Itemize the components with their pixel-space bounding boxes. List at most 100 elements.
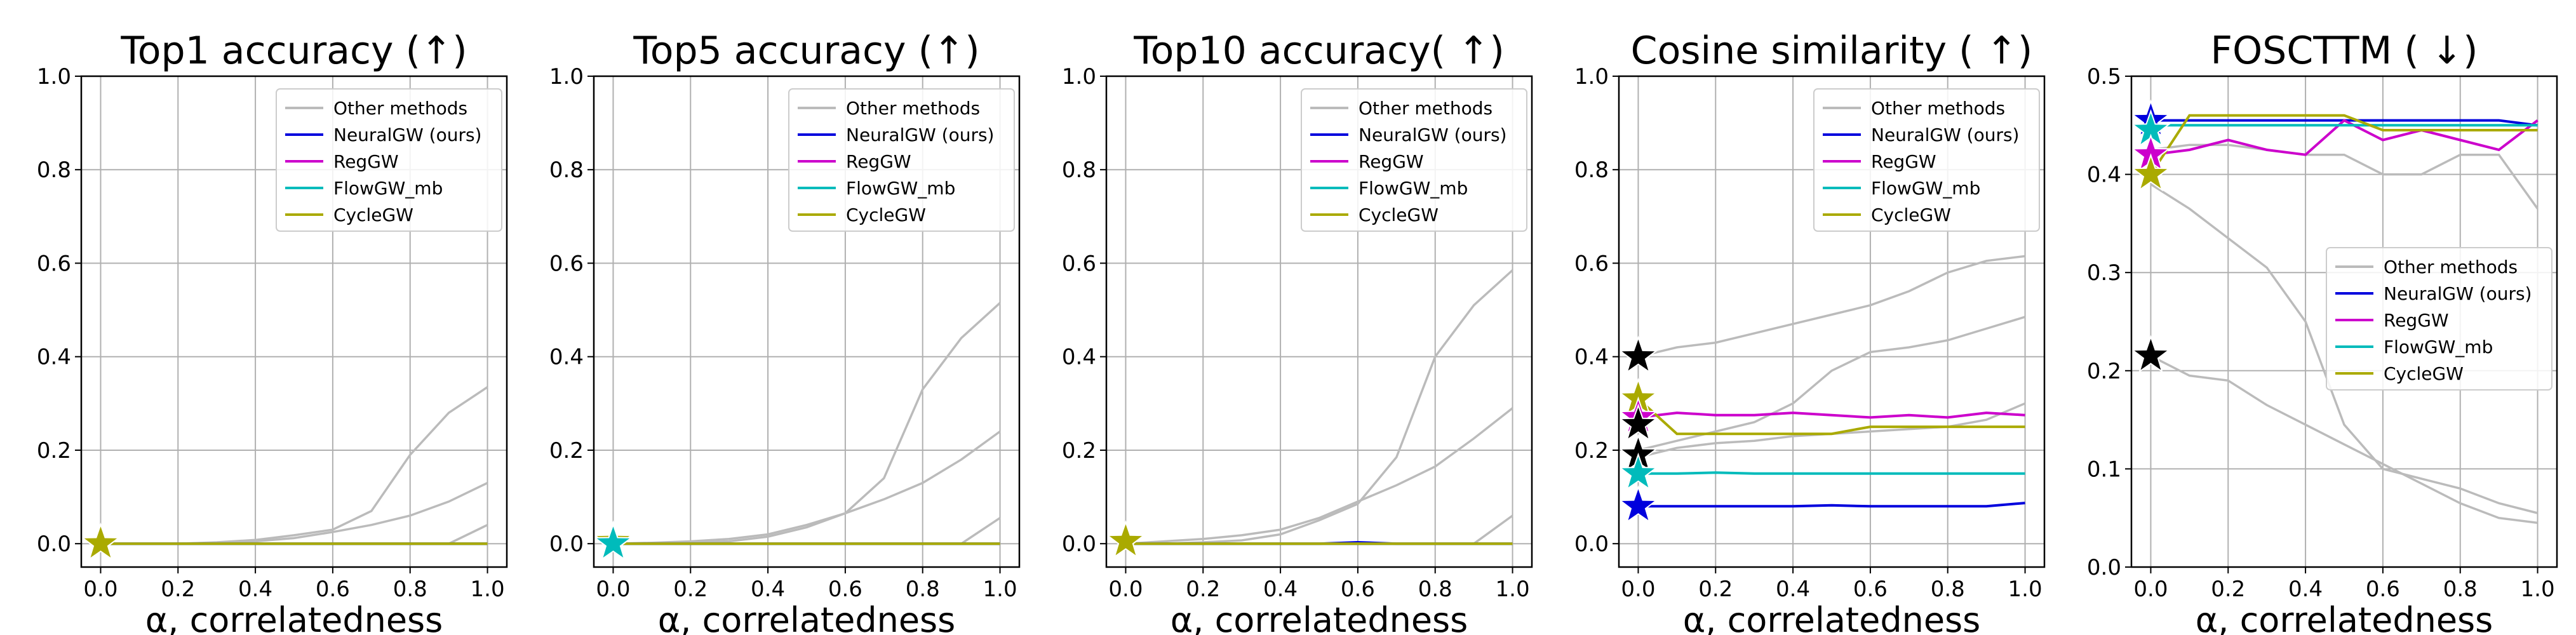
other-methods-line — [1638, 402, 2026, 458]
reggw-line — [2150, 119, 2539, 156]
x-tick-label: 0.6 — [828, 577, 862, 602]
legend-label: CycleGW — [2384, 363, 2464, 384]
legend-label: NeuralGW (ours) — [333, 124, 481, 145]
x-tick-label: 1.0 — [983, 577, 1017, 602]
x-tick-label: 0.0 — [2133, 577, 2168, 602]
chart-title: Cosine similarity ( ↑) — [1631, 29, 2033, 73]
star-marker — [1618, 452, 1658, 491]
y-tick-label: 0.2 — [2087, 359, 2121, 384]
star-marker — [81, 523, 121, 561]
x-tick-label: 0.4 — [238, 577, 272, 602]
y-tick-label: 0.4 — [1574, 345, 1609, 370]
chart-title: Top5 accuracy (↑) — [633, 29, 979, 73]
legend-label: CycleGW — [1358, 204, 1439, 225]
chart-title: Top1 accuracy (↑) — [120, 29, 467, 73]
legend: Other methods NeuralGW (ours) RegGW FlowGW_… — [1813, 88, 2040, 232]
y-tick-label: 1.0 — [549, 64, 584, 90]
x-tick-label: 0.2 — [2211, 577, 2245, 602]
legend-label: NeuralGW (ours) — [1358, 124, 1506, 145]
y-tick-label: 0.2 — [1062, 438, 1096, 464]
y-tick-label: 0.6 — [1574, 251, 1609, 276]
y-tick-label: 0.2 — [1574, 438, 1609, 464]
legend: Other methods NeuralGW (ours) RegGW FlowGW_… — [788, 88, 1015, 232]
y-tick-label: 0.2 — [549, 438, 584, 464]
legend-label: RegGW — [1871, 151, 1936, 172]
star-marker — [1618, 335, 1658, 374]
legend-label: Other methods — [333, 98, 467, 119]
reggw-line — [1638, 411, 2025, 419]
other-methods-line — [100, 386, 488, 545]
neuralgw-ours-line — [1638, 502, 2025, 508]
axes-frame — [2130, 75, 2558, 568]
legend-label: FlowGW_mb — [1871, 178, 1980, 199]
cyclegw-line — [1637, 398, 2025, 436]
legend-box — [1813, 88, 2040, 232]
x-tick-label: 0.8 — [1418, 577, 1452, 602]
x-tick-label: 0.0 — [83, 577, 117, 602]
y-tick-label: 0.0 — [37, 531, 71, 557]
y-tick-label: 0.4 — [2087, 163, 2121, 188]
legend-label: FlowGW_mb — [846, 178, 955, 199]
legend-label: CycleGW — [846, 204, 926, 225]
legend-label: NeuralGW (ours) — [2384, 283, 2532, 304]
y-tick-label: 0.0 — [2087, 555, 2121, 580]
legend-box — [788, 88, 1015, 232]
y-tick-label: 1.0 — [1574, 64, 1609, 90]
y-tick-label: 0.2 — [37, 438, 71, 464]
x-tick-label: 0.4 — [751, 577, 785, 602]
x-axis-label: α, correlatedness — [145, 600, 443, 635]
x-tick-label: 0.6 — [1853, 577, 1888, 602]
y-tick-label: 0.8 — [37, 157, 71, 183]
legend-label: RegGW — [846, 151, 911, 172]
x-tick-label: 0.0 — [596, 577, 630, 602]
legend-box — [276, 88, 502, 232]
legend-box — [1301, 88, 1527, 232]
x-axis-label: α, correlatedness — [2196, 600, 2493, 635]
legend: Other methods NeuralGW (ours) RegGW FlowGW_… — [1301, 88, 1527, 232]
y-tick-label: 0.1 — [2087, 457, 2121, 482]
x-tick-label: 0.6 — [1341, 577, 1375, 602]
other-methods-line — [1125, 407, 1513, 545]
y-tick-label: 1.0 — [37, 64, 71, 90]
chart-panel-3: 0.0 0.2 0.4 0.6 0.8 1.0 0.0 0.2 0.4 0.6 0.8 1.0 Top1… — [1062, 29, 1533, 635]
x-axis-label: α, correlatedness — [1683, 600, 1981, 635]
x-tick-label: 0.4 — [1263, 577, 1298, 602]
x-tick-label: 0.6 — [316, 577, 350, 602]
legend-label: RegGW — [1358, 151, 1424, 172]
legend-label: Other methods — [2384, 257, 2518, 277]
other-methods-line — [2150, 144, 2539, 210]
x-tick-label: 1.0 — [2521, 577, 2555, 602]
x-axis-label: α, correlatedness — [658, 600, 956, 635]
legend-label: Other methods — [846, 98, 980, 119]
x-tick-label: 0.4 — [2288, 577, 2323, 602]
x-tick-label: 0.8 — [906, 577, 940, 602]
legend-box — [2326, 247, 2553, 391]
chart-panel-2: 0.0 0.2 0.4 0.6 0.8 1.0 0.0 0.2 0.4 0.6 0.8 1.0 Top5… — [549, 29, 1021, 635]
legend-label: Other methods — [1871, 98, 2005, 119]
x-tick-label: 0.0 — [1108, 577, 1143, 602]
y-tick-label: 0.3 — [2087, 260, 2121, 286]
legend-label: RegGW — [333, 151, 399, 172]
star-marker — [2131, 153, 2171, 192]
other-methods-line — [613, 302, 1001, 545]
x-tick-label: 0.6 — [2366, 577, 2400, 602]
other-methods-line — [1638, 316, 2026, 451]
y-tick-label: 0.4 — [37, 345, 71, 370]
x-tick-label: 0.2 — [1186, 577, 1220, 602]
x-tick-label: 0.0 — [1621, 577, 1655, 602]
star-marker — [593, 523, 633, 561]
x-axis-label: α, correlatedness — [1171, 600, 1468, 635]
y-tick-label: 0.6 — [549, 251, 584, 276]
x-tick-label: 0.2 — [1698, 577, 1733, 602]
chart-panel-5: 0.0 0.2 0.4 0.6 0.8 1.0 0.0 0.1 0.2 0.3 0.4 0.5 FOSC… — [2087, 29, 2558, 635]
other-methods-line — [613, 431, 1001, 545]
y-tick-label: 0.6 — [1062, 251, 1096, 276]
x-tick-label: 0.8 — [1931, 577, 1965, 602]
axes-frame — [593, 75, 1021, 568]
y-tick-label: 0.5 — [2087, 64, 2121, 90]
y-tick-label: 0.0 — [1062, 531, 1096, 557]
legend: Other methods NeuralGW (ours) RegGW FlowGW_… — [276, 88, 502, 232]
x-tick-label: 0.2 — [673, 577, 708, 602]
star-marker — [1106, 520, 1146, 559]
cyclegw-line — [2149, 114, 2538, 175]
